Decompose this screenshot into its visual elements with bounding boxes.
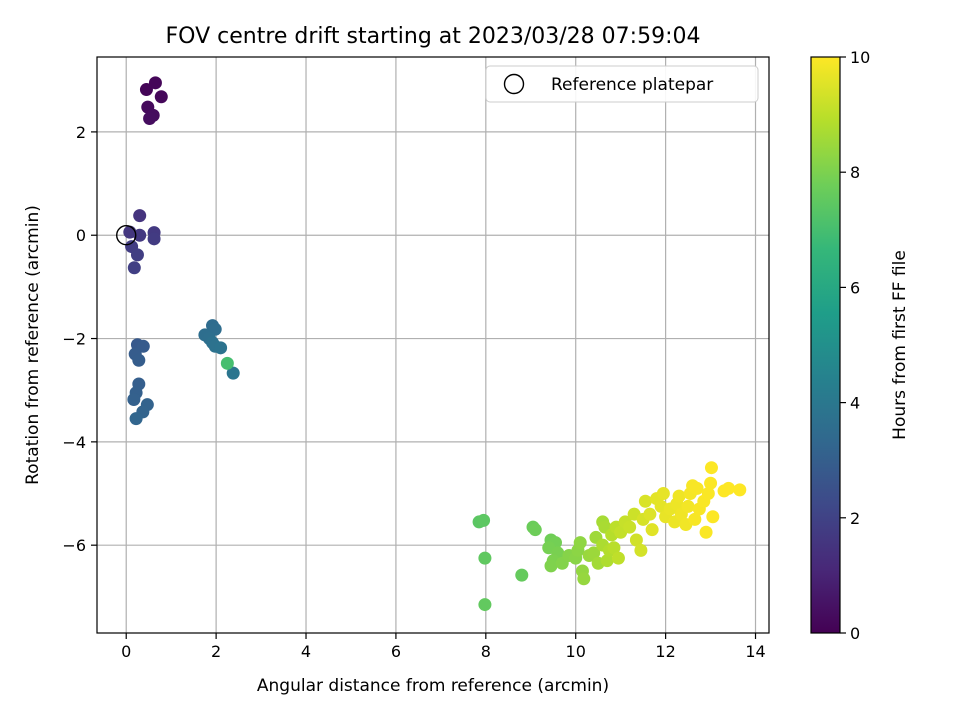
colorbar-tick-label: 8 <box>850 163 860 182</box>
data-point <box>127 261 141 275</box>
data-point <box>147 232 161 246</box>
reference-marker <box>116 225 137 246</box>
legend-box <box>485 65 759 103</box>
x-axis-label: Angular distance from reference (arcmin) <box>257 676 609 696</box>
colorbar-gradient <box>810 56 841 634</box>
data-point <box>478 598 492 612</box>
data-point <box>699 525 713 539</box>
data-point <box>129 412 143 426</box>
data-point <box>607 541 621 555</box>
data-point <box>133 228 147 242</box>
data-point <box>600 554 614 568</box>
data-point <box>706 510 720 524</box>
x-tick-label: 0 <box>121 642 131 661</box>
data-point <box>478 551 492 565</box>
data-point <box>528 523 542 537</box>
data-point <box>477 513 491 527</box>
data-point <box>226 366 240 380</box>
data-point <box>672 489 686 503</box>
data-point <box>587 546 601 560</box>
legend: Reference platepar <box>485 65 759 103</box>
data-point <box>681 499 695 513</box>
y-axis-label: Rotation from reference (arcmin) <box>23 205 43 485</box>
plot-frame <box>96 56 770 634</box>
data-point <box>573 536 587 550</box>
colorbar-tick-label: 10 <box>850 48 870 67</box>
colorbar-tick-label: 4 <box>850 394 860 413</box>
data-point <box>544 559 558 573</box>
data-point <box>722 481 736 495</box>
data-point <box>143 111 157 125</box>
data-point <box>733 483 747 497</box>
data-point <box>690 481 704 495</box>
data-point <box>634 543 648 557</box>
data-point <box>643 507 657 521</box>
data-point <box>688 512 702 526</box>
x-tick-label: 12 <box>655 642 675 661</box>
y-tick-label: 2 <box>76 123 86 142</box>
data-point <box>704 461 718 475</box>
y-tick-label: 0 <box>76 226 86 245</box>
x-tick-label: 6 <box>391 642 401 661</box>
legend-entry-reference: Reference platepar <box>551 75 713 95</box>
colorbar-ticks: 0 2 4 6 8 10 <box>840 48 870 643</box>
x-tick-label: 10 <box>566 642 586 661</box>
data-point <box>611 551 625 565</box>
data-point <box>148 76 162 90</box>
data-point <box>220 356 234 370</box>
data-point <box>132 353 146 367</box>
data-point <box>130 248 144 262</box>
data-point <box>139 83 153 97</box>
data-point <box>154 90 168 104</box>
data-point <box>127 393 141 407</box>
data-point <box>629 533 643 547</box>
y-tick-label: −4 <box>62 433 86 452</box>
y-tick-label: −2 <box>62 330 86 349</box>
data-point <box>638 494 652 508</box>
data-point <box>577 572 591 586</box>
data-point <box>656 487 670 501</box>
legend-marker <box>503 73 525 95</box>
colorbar-label: Hours from first FF file <box>890 250 910 440</box>
colorbar-tick-label: 2 <box>850 509 860 528</box>
data-point <box>701 487 715 501</box>
reference-platepar-point <box>116 225 137 246</box>
data-point <box>645 523 659 537</box>
colorbar: 0 2 4 6 8 10 Hours from first FF file <box>810 48 910 643</box>
x-tick-label: 2 <box>211 642 221 661</box>
data-point <box>214 341 228 355</box>
x-tick-label: 8 <box>481 642 491 661</box>
chart-title: FOV centre drift starting at 2023/03/28 … <box>166 24 701 49</box>
x-tick-label: 4 <box>301 642 311 661</box>
data-point <box>136 339 150 353</box>
y-tick-label: −6 <box>62 536 86 555</box>
data-point <box>515 568 529 582</box>
scatter-points <box>123 76 747 612</box>
grid-lines <box>97 57 769 633</box>
data-point <box>133 209 147 223</box>
axis-ticks: 0 2 4 6 8 10 12 14 −6 −4 −2 0 2 <box>62 123 765 661</box>
data-point <box>208 322 222 336</box>
colorbar-tick-label: 0 <box>850 624 860 643</box>
data-point <box>623 520 637 534</box>
colorbar-tick-label: 6 <box>850 278 860 297</box>
data-point <box>704 476 718 490</box>
x-tick-label: 14 <box>745 642 765 661</box>
